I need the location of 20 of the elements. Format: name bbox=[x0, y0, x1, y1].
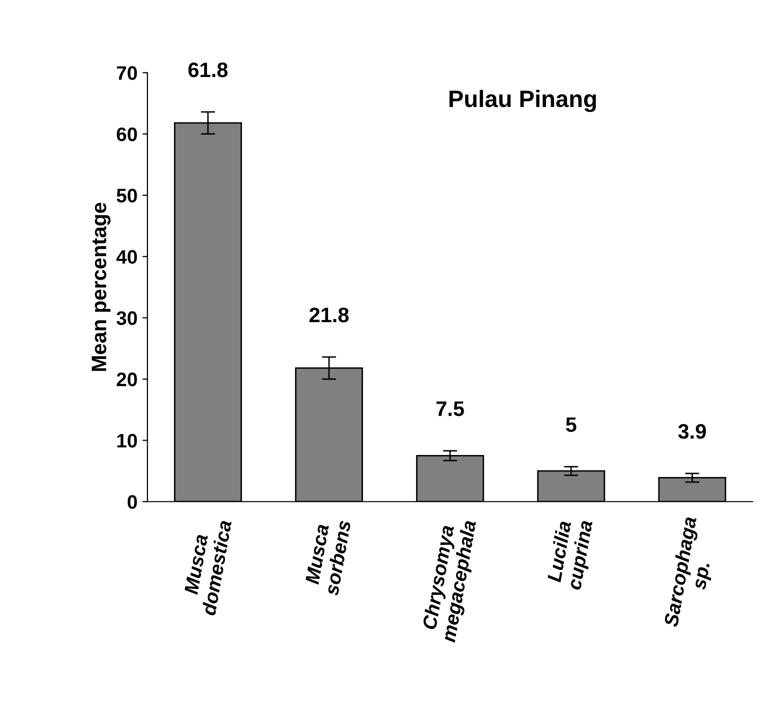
y-tick-label: 30 bbox=[116, 311, 137, 326]
data-label: 61.8 bbox=[188, 62, 228, 78]
data-label: 5 bbox=[566, 417, 576, 432]
y-tick-label: 50 bbox=[116, 188, 137, 202]
y-tick-label: 60 bbox=[116, 127, 137, 142]
y-axis-title: Mean percentage bbox=[92, 202, 111, 371]
x-tick-label: Lucilia cuprina bbox=[546, 520, 596, 591]
text: Pulau Pinang bbox=[450, 90, 596, 112]
data-label: 3.9 bbox=[678, 424, 706, 439]
y-tick-label: 40 bbox=[116, 250, 137, 264]
y-tick-label: 0 bbox=[128, 495, 137, 509]
y-tick-label: 70 bbox=[116, 66, 137, 80]
x-tick-label: Musca domestica bbox=[184, 520, 232, 616]
data-label: 7.5 bbox=[436, 402, 464, 416]
y-tick-label: 20 bbox=[116, 372, 137, 386]
data-label: 21.8 bbox=[309, 308, 349, 322]
x-tick-label: Chrysomya megacephala bbox=[422, 520, 480, 644]
x-tick-label: Musca sorbens bbox=[305, 520, 351, 596]
y-tick-label: 10 bbox=[117, 434, 137, 448]
x-tick-label: Sarcophaga sp. bbox=[663, 516, 714, 628]
